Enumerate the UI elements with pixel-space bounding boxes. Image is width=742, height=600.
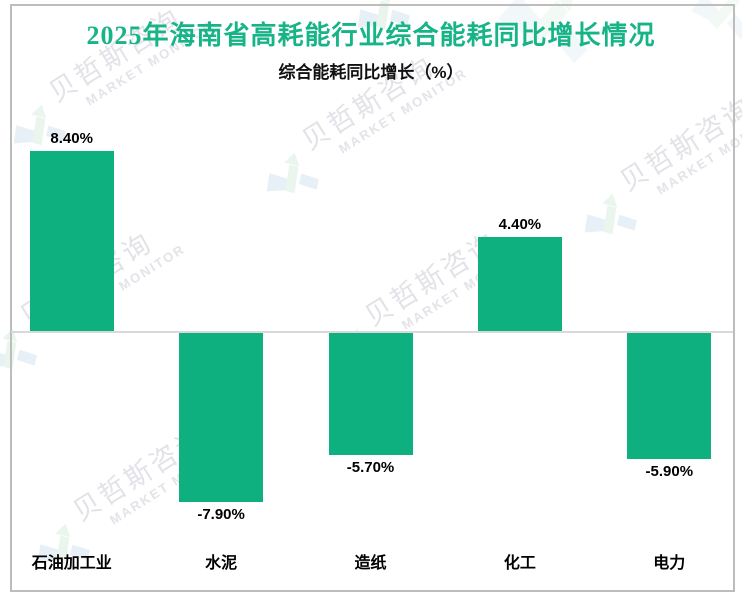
value-label: -7.90% bbox=[197, 506, 245, 524]
bar bbox=[477, 236, 562, 331]
bar bbox=[328, 333, 413, 456]
value-label: 8.40% bbox=[50, 129, 93, 147]
category-label: 化工 bbox=[503, 555, 536, 572]
value-label: -5.70% bbox=[346, 459, 395, 477]
x-axis-zero-line bbox=[11, 331, 733, 333]
chart-subtitle: 综合能耗同比增长（%） bbox=[278, 63, 464, 82]
category-label: 水泥 bbox=[205, 555, 238, 572]
category-label: 电力 bbox=[653, 555, 686, 572]
bar bbox=[627, 333, 712, 460]
value-label: 4.40% bbox=[498, 215, 542, 233]
value-label: -5.90% bbox=[645, 463, 694, 481]
category-label: 造纸 bbox=[354, 555, 387, 572]
bar bbox=[179, 333, 264, 503]
bar bbox=[29, 150, 114, 331]
category-label: 石油加工业 bbox=[31, 555, 112, 572]
